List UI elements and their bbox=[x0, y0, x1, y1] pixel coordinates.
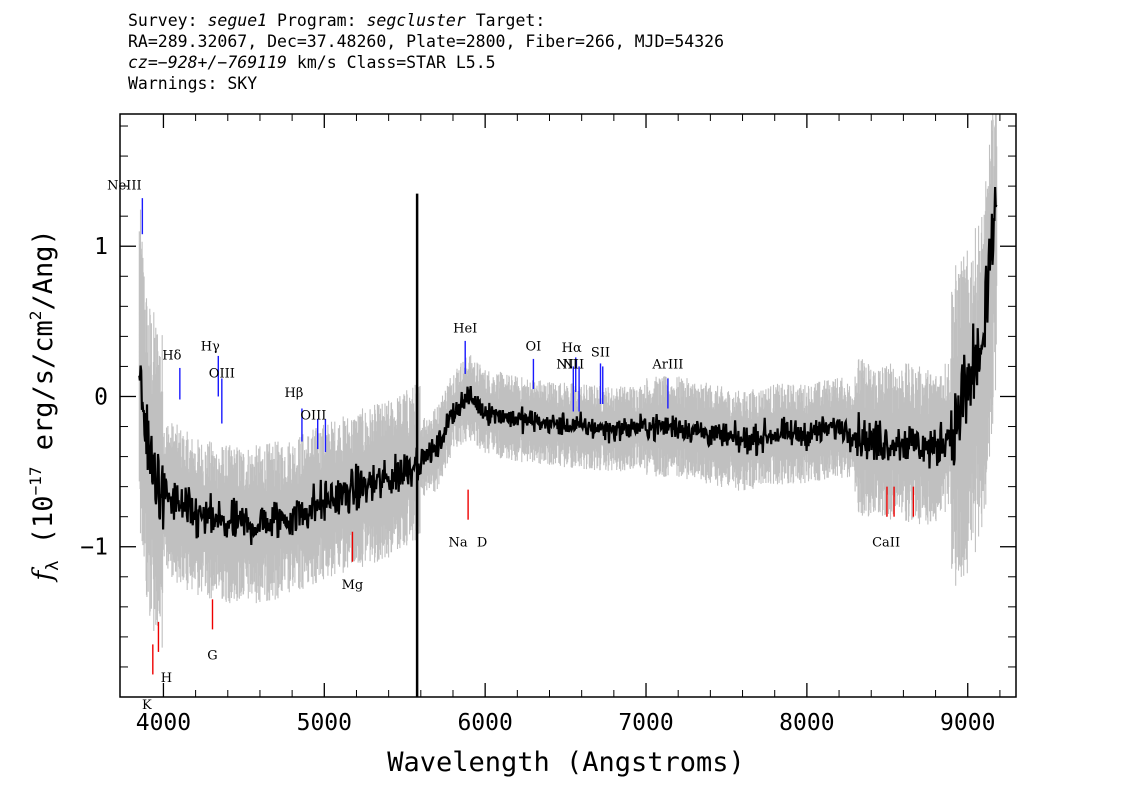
y-label-units: erg/s/cm bbox=[28, 320, 59, 450]
absorption-line-label: D bbox=[477, 536, 487, 551]
y-label-exp: −17 bbox=[26, 467, 45, 496]
cz-value: cz=−928+/−769119 bbox=[128, 53, 287, 72]
header-survey-line: Survey: segue1 Program: segcluster Targe… bbox=[128, 10, 724, 31]
axis-ticks: 4000 5000 6000 7000 8000 9000 −1 0 1 bbox=[80, 114, 1016, 736]
y-tick-label: 0 bbox=[94, 384, 108, 410]
emission-line-label: Hα bbox=[562, 341, 582, 356]
absorption-line-label: H bbox=[161, 671, 172, 686]
y-axis-title: fλ (10−17 erg/s/cm2/Ang) bbox=[26, 229, 63, 582]
x-tick-label: 5000 bbox=[297, 710, 352, 736]
class-value: Class=STAR L5.5 bbox=[346, 53, 496, 72]
y-label-main: (10 bbox=[28, 495, 59, 544]
program-value: segcluster bbox=[366, 11, 466, 30]
x-tick-label: 6000 bbox=[457, 710, 512, 736]
y-label-sq: 2 bbox=[26, 311, 45, 321]
emission-line-label: Hβ bbox=[285, 386, 304, 401]
program-label: Program: bbox=[277, 11, 357, 30]
emission-line-label: ArIII bbox=[651, 357, 683, 372]
y-label-lambda: λ bbox=[43, 560, 63, 570]
emission-line-label: SII bbox=[591, 345, 610, 360]
flux-spectrum-line bbox=[138, 186, 998, 546]
header-cz-line: cz=−928+/−769119 km/s Class=STAR L5.5 bbox=[128, 52, 724, 73]
target-label: Target: bbox=[475, 11, 546, 30]
emission-line-label: OI bbox=[526, 339, 542, 354]
emission-line-label: Hδ bbox=[162, 348, 181, 363]
plot-frame bbox=[119, 113, 1017, 698]
absorption-line-label: G bbox=[207, 648, 217, 663]
header-warnings-line: Warnings: SKY bbox=[128, 74, 258, 93]
survey-value: segue1 bbox=[207, 11, 268, 30]
x-tick-label: 4000 bbox=[136, 710, 191, 736]
absorption-line-label: K bbox=[142, 698, 152, 713]
absorption-line-label: Mg bbox=[342, 578, 364, 593]
svg-text:fλ (10−17 erg/s/cm2/Ang): fλ (10−17 erg/s/cm2/Ang) bbox=[26, 229, 63, 582]
x-tick-label: 9000 bbox=[940, 710, 995, 736]
header-coords-line: RA=289.32067, Dec=37.48260, Plate=2800, … bbox=[128, 32, 725, 51]
x-tick-label: 7000 bbox=[618, 710, 673, 736]
survey-label: Survey: bbox=[128, 11, 198, 30]
y-tick-label: 1 bbox=[94, 234, 108, 260]
x-axis-title: Wavelength (Angstroms) bbox=[387, 747, 745, 778]
emission-line-label: OIII bbox=[300, 409, 326, 424]
cz-unit: km/s bbox=[296, 53, 337, 72]
emission-line-label: OIII bbox=[209, 366, 235, 381]
y-tick-label: −1 bbox=[80, 535, 108, 561]
spectrum-header: Survey: segue1 Program: segcluster Targe… bbox=[128, 10, 724, 94]
y-label-tail: /Ang) bbox=[28, 229, 59, 310]
absorption-line-label: Na bbox=[449, 536, 468, 551]
x-tick-label: 8000 bbox=[779, 710, 834, 736]
emission-line-label: NII bbox=[556, 357, 578, 372]
absorption-line-label: CaII bbox=[872, 536, 900, 551]
emission-line-label: HeI bbox=[453, 321, 477, 336]
emission-line-label: Hγ bbox=[201, 339, 220, 354]
